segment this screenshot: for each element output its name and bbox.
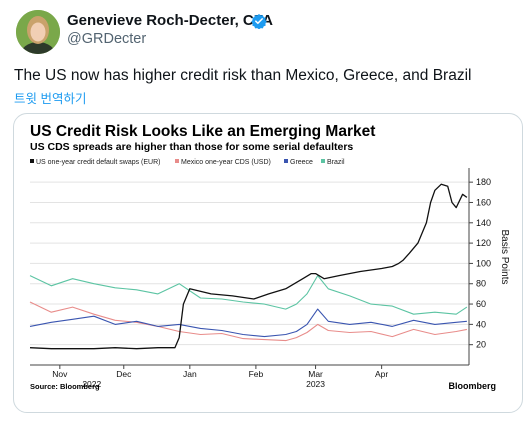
avatar-image [16, 10, 60, 54]
x-year-label: 2023 [306, 379, 325, 389]
series-line-greece [29, 308, 467, 338]
y-tick-label: 180 [476, 177, 491, 187]
avatar[interactable] [16, 10, 60, 54]
y-tick-label: 140 [476, 218, 491, 228]
chart-grid [30, 181, 469, 346]
x-tick-label: Nov [52, 369, 68, 379]
series-line-brazil [29, 275, 468, 315]
legend: US one-year credit default swaps (EUR) M… [30, 159, 345, 166]
chart-title: US Credit Risk Looks Like an Emerging Ma… [30, 123, 375, 140]
chart-subtitle: US CDS spreads are higher than those for… [30, 141, 353, 153]
author-name[interactable]: Genevieve Roch-Decter, CFA [67, 12, 273, 29]
y-axis-label: Basis Points [499, 229, 510, 284]
legend-swatch-brazil [321, 159, 325, 163]
y-tick-label: 100 [476, 258, 491, 268]
x-tick-label: Apr [375, 369, 388, 379]
chart: US Credit Risk Looks Like an Emerging Ma… [29, 123, 510, 391]
y-tick-label: 80 [476, 279, 486, 289]
y-axis: 20 40 60 80 100 120 140 160 180 [468, 168, 491, 365]
legend-swatch-us [30, 159, 34, 163]
x-axis: Nov Dec Jan Feb Mar Apr 2022 2023 [30, 364, 469, 389]
bloomberg-logo: Bloomberg [448, 381, 496, 391]
series-line-mexico [29, 301, 468, 342]
tweet-text: The US now has higher credit risk than M… [14, 67, 472, 84]
legend-label-greece: Greece [290, 159, 313, 166]
y-tick-label: 20 [476, 340, 486, 350]
legend-swatch-greece [284, 159, 288, 163]
x-tick-label: Jan [183, 369, 197, 379]
y-tick-label: 60 [476, 299, 486, 309]
y-tick-label: 120 [476, 238, 491, 248]
verified-badge-icon [251, 14, 267, 29]
x-tick-label: Dec [116, 369, 132, 379]
legend-label-mexico: Mexico one-year CDS (USD) [181, 159, 271, 166]
chart-source: Source: Bloomberg [30, 382, 100, 391]
author-handle[interactable]: @GRDecter [67, 31, 147, 47]
legend-swatch-mexico [175, 159, 179, 163]
chart-series [29, 183, 468, 350]
x-tick-label: Feb [249, 369, 264, 379]
legend-label-us: US one-year credit default swaps (EUR) [36, 159, 161, 166]
x-tick-label: Mar [308, 369, 323, 379]
x-year-label: 2022 [82, 379, 101, 389]
translate-tweet-link[interactable]: 트윗 번역하기 [14, 92, 87, 106]
legend-label-brazil: Brazil [327, 159, 345, 166]
y-tick-label: 160 [476, 197, 491, 207]
tweet-media-chart[interactable]: US Credit Risk Looks Like an Emerging Ma… [13, 113, 523, 413]
y-tick-label: 40 [476, 319, 486, 329]
series-line-us [29, 183, 468, 350]
